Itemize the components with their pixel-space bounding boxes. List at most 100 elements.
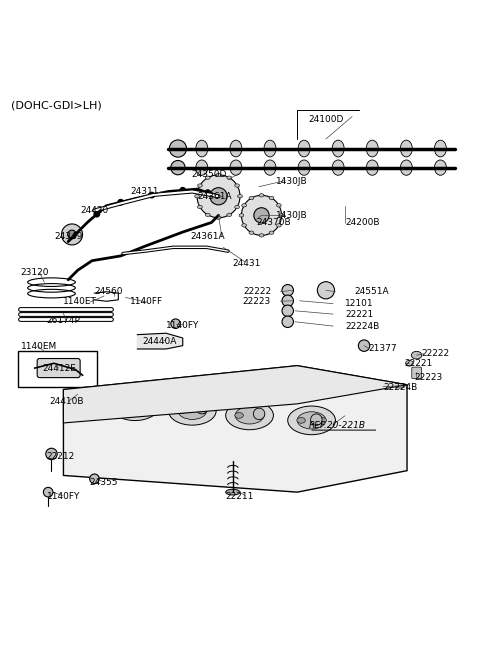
Text: 26174P: 26174P	[47, 316, 81, 325]
Text: 12101: 12101	[345, 299, 373, 308]
Circle shape	[282, 305, 293, 316]
Polygon shape	[137, 333, 183, 349]
Ellipse shape	[230, 140, 242, 157]
Text: 24200B: 24200B	[345, 218, 380, 227]
Ellipse shape	[259, 234, 264, 237]
Ellipse shape	[406, 360, 413, 366]
Text: 22221: 22221	[405, 359, 433, 368]
Circle shape	[282, 284, 293, 296]
Text: 1140EM: 1140EM	[21, 342, 57, 351]
Ellipse shape	[400, 140, 412, 157]
Text: 22212: 22212	[47, 452, 75, 461]
Ellipse shape	[226, 489, 240, 495]
Circle shape	[43, 487, 53, 497]
Circle shape	[139, 397, 150, 408]
Ellipse shape	[141, 403, 150, 409]
Text: 24410B: 24410B	[49, 397, 84, 406]
Ellipse shape	[269, 231, 274, 234]
Text: REF.20-221B: REF.20-221B	[309, 421, 366, 430]
Ellipse shape	[238, 195, 242, 198]
Ellipse shape	[196, 140, 208, 157]
Polygon shape	[63, 365, 407, 492]
Text: 22221: 22221	[345, 310, 373, 319]
Circle shape	[171, 160, 185, 175]
Ellipse shape	[366, 140, 378, 157]
Text: 1140FY: 1140FY	[166, 320, 199, 329]
Text: 24361A: 24361A	[190, 233, 225, 241]
Ellipse shape	[279, 214, 284, 217]
Ellipse shape	[227, 176, 232, 179]
Ellipse shape	[198, 184, 202, 187]
Text: 22224B: 22224B	[383, 383, 418, 392]
Ellipse shape	[168, 396, 216, 425]
Ellipse shape	[249, 231, 254, 234]
Ellipse shape	[434, 140, 446, 157]
Text: 24100D: 24100D	[308, 115, 344, 124]
Text: 21377: 21377	[369, 345, 397, 354]
Bar	[18, 351, 97, 387]
Text: 1140FY: 1140FY	[47, 493, 80, 502]
Ellipse shape	[288, 406, 336, 435]
Ellipse shape	[297, 417, 305, 423]
Ellipse shape	[264, 140, 276, 157]
Text: 24311: 24311	[130, 187, 159, 196]
Circle shape	[241, 195, 281, 235]
Circle shape	[282, 316, 293, 328]
Ellipse shape	[235, 407, 264, 424]
Ellipse shape	[227, 213, 232, 217]
Text: 22211: 22211	[226, 493, 254, 502]
Circle shape	[311, 414, 322, 425]
Circle shape	[75, 229, 81, 235]
Ellipse shape	[216, 216, 221, 219]
Text: 24420: 24420	[80, 206, 108, 215]
Ellipse shape	[242, 224, 247, 227]
Ellipse shape	[332, 140, 344, 157]
Text: 24412E: 24412E	[42, 364, 76, 373]
Ellipse shape	[205, 176, 210, 179]
Text: 1140FF: 1140FF	[130, 297, 163, 306]
Ellipse shape	[366, 160, 378, 176]
Ellipse shape	[216, 173, 221, 176]
Ellipse shape	[269, 196, 274, 200]
Ellipse shape	[298, 140, 310, 157]
Ellipse shape	[411, 351, 422, 359]
Ellipse shape	[298, 160, 310, 176]
Circle shape	[196, 402, 207, 414]
Ellipse shape	[434, 160, 446, 176]
Circle shape	[82, 391, 93, 402]
Ellipse shape	[256, 413, 264, 419]
Text: 24370B: 24370B	[257, 218, 291, 227]
Circle shape	[90, 474, 99, 483]
Text: 22224B: 22224B	[345, 322, 379, 331]
Circle shape	[94, 212, 100, 217]
Text: (DOHC-GDI>LH): (DOHC-GDI>LH)	[11, 101, 102, 111]
Text: 24361A: 24361A	[197, 192, 232, 201]
Ellipse shape	[235, 205, 240, 209]
Ellipse shape	[196, 160, 208, 176]
Circle shape	[210, 188, 227, 205]
Text: 1140ET: 1140ET	[63, 297, 97, 306]
Ellipse shape	[235, 413, 243, 419]
Text: 1430JB: 1430JB	[276, 178, 307, 187]
Ellipse shape	[318, 417, 326, 423]
Ellipse shape	[178, 408, 186, 414]
Ellipse shape	[276, 204, 281, 207]
Circle shape	[68, 230, 76, 238]
Text: 24350D: 24350D	[192, 170, 227, 179]
Circle shape	[180, 187, 186, 193]
Text: 24440A: 24440A	[142, 337, 177, 346]
Ellipse shape	[235, 184, 240, 187]
Text: 24551A: 24551A	[355, 287, 389, 296]
Text: 24560: 24560	[95, 287, 123, 296]
Ellipse shape	[400, 160, 412, 176]
FancyBboxPatch shape	[412, 367, 421, 379]
Ellipse shape	[205, 213, 210, 217]
Text: 22222: 22222	[421, 349, 449, 358]
Ellipse shape	[198, 205, 202, 209]
Text: 23120: 23120	[21, 268, 49, 277]
Circle shape	[171, 319, 180, 328]
Text: 22223: 22223	[243, 297, 271, 306]
Circle shape	[359, 340, 370, 351]
Circle shape	[61, 224, 83, 245]
Ellipse shape	[195, 195, 199, 198]
